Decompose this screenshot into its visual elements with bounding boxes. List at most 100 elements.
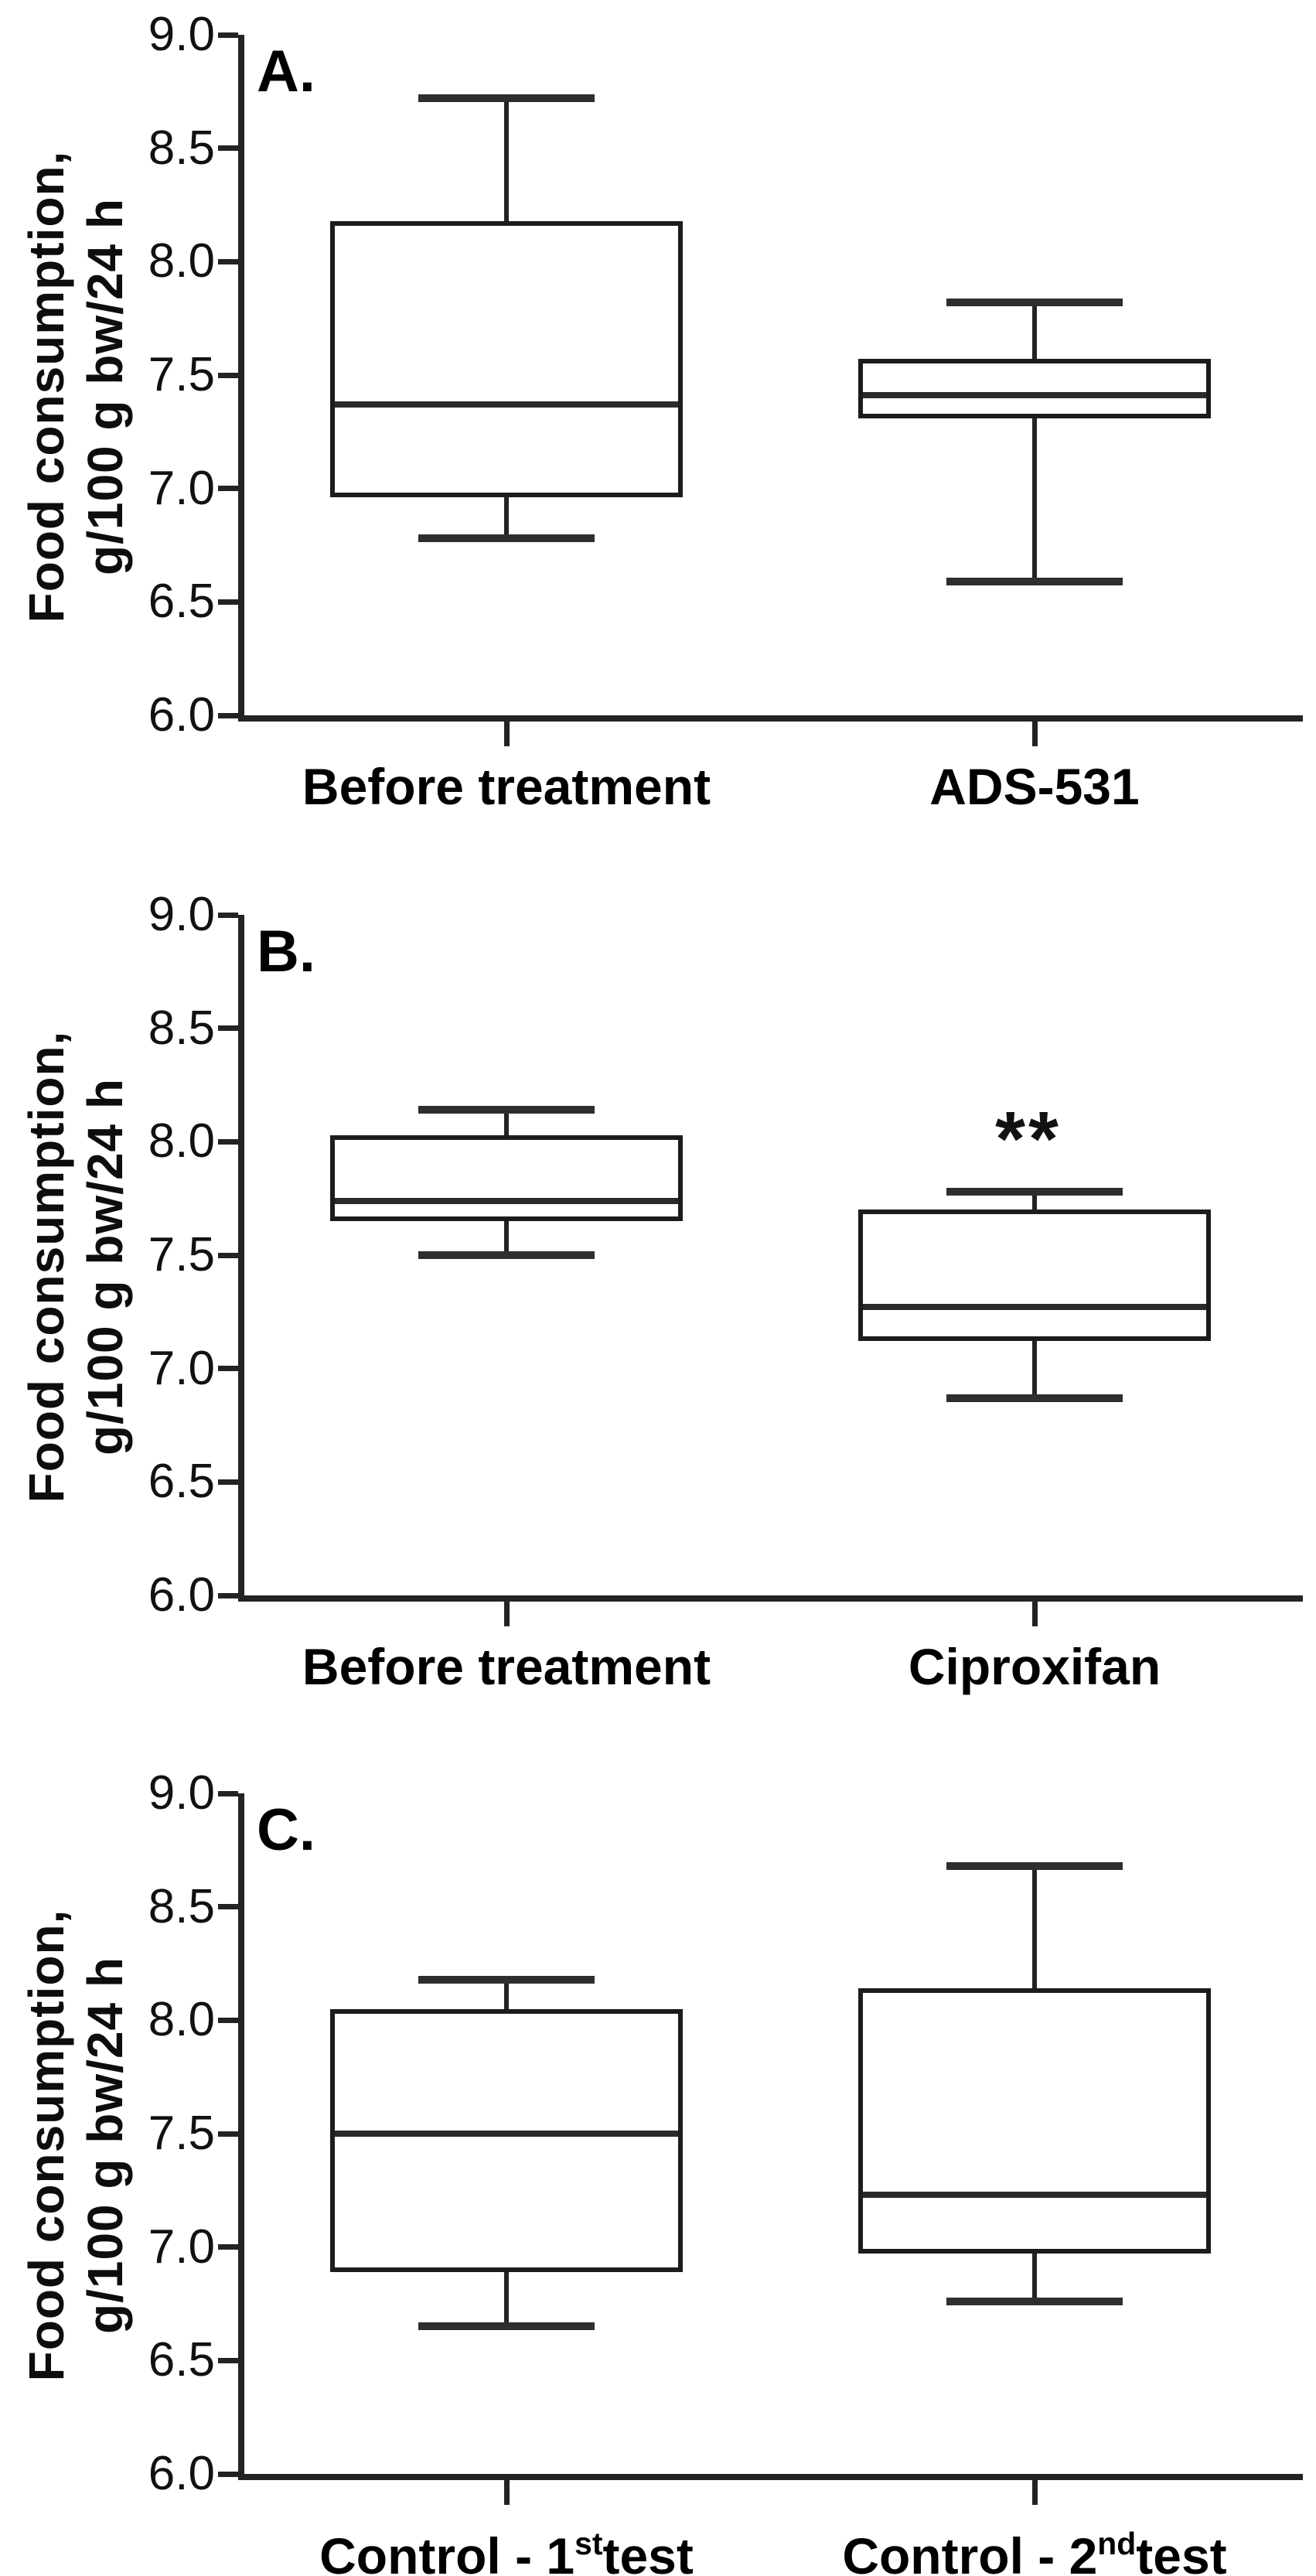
- y-tick-mark: [218, 372, 238, 378]
- upper-whisker-cap: [418, 1106, 595, 1114]
- y-tick-label: 7.0: [148, 2219, 215, 2274]
- median-line: [335, 2131, 678, 2137]
- median-line: [335, 1197, 678, 1204]
- upper-whisker-cap: [946, 299, 1123, 307]
- panel-a: Food consumption, g/100 g bw/24 h 9.0 8.5…: [0, 0, 1316, 858]
- y-tick-mark: [218, 2357, 238, 2363]
- upper-whisker-stem: [504, 1110, 509, 1135]
- box-iqr: [330, 2008, 683, 2272]
- y-tick-mark: [218, 1790, 238, 1796]
- median-line: [863, 392, 1206, 399]
- upper-whisker-stem: [1032, 302, 1037, 360]
- upper-whisker-stem: [1032, 1865, 1037, 1989]
- upper-whisker-stem: [1032, 1191, 1037, 1210]
- lower-whisker-cap: [946, 1394, 1123, 1402]
- y-tick-mark: [218, 2471, 238, 2477]
- lower-whisker-stem: [1032, 1341, 1037, 1398]
- category-label: Before treatment: [302, 1638, 711, 1695]
- panel-label: A.: [257, 39, 315, 104]
- y-tick-mark: [218, 2017, 238, 2023]
- x-axis: [238, 2474, 1303, 2480]
- y-tick-label: 8.0: [148, 234, 215, 288]
- y-tick-label: 6.5: [148, 1455, 215, 1509]
- y-tick-mark: [218, 1479, 238, 1485]
- category-label: Before treatment: [302, 758, 711, 815]
- lower-whisker-cap: [418, 534, 595, 543]
- y-tick-label: 8.0: [148, 1993, 215, 2047]
- lower-whisker-stem: [504, 497, 509, 539]
- upper-whisker-stem: [504, 1979, 509, 2009]
- y-tick-label: 6.5: [148, 2333, 215, 2387]
- y-tick-label: 8.5: [148, 1001, 215, 1055]
- y-tick-label: 6.0: [148, 688, 215, 742]
- y-tick-mark: [218, 32, 238, 38]
- y-tick-label: 7.5: [148, 1228, 215, 1281]
- lower-whisker-cap: [418, 2322, 595, 2331]
- y-tick-mark: [218, 145, 238, 152]
- lower-whisker-stem: [1032, 418, 1037, 582]
- y-tick-label: 6.0: [148, 1568, 215, 1622]
- y-tick-mark: [218, 1138, 238, 1145]
- y-tick-label: 7.0: [148, 1341, 215, 1395]
- plot-area-b: 9.0 8.5 8.0 7.5 7.0 6.5 6.0 B. Before treatment C…: [0, 858, 1316, 1717]
- lower-whisker-stem: [504, 2271, 509, 2327]
- y-tick-label: 9.0: [148, 8, 215, 61]
- y-tick-mark: [218, 599, 238, 605]
- median-line: [863, 2192, 1206, 2199]
- panel-label: C.: [257, 1797, 315, 1863]
- y-tick-label: 6.5: [148, 575, 215, 629]
- x-tick-mark: [503, 2480, 510, 2505]
- lower-whisker-stem: [1032, 2254, 1037, 2302]
- y-tick-mark: [218, 912, 238, 918]
- upper-whisker-cap: [418, 94, 595, 103]
- y-tick-label: 7.0: [148, 461, 215, 515]
- y-tick-mark: [218, 1366, 238, 1372]
- y-tick-label: 6.0: [148, 2447, 215, 2500]
- lower-whisker-cap: [946, 2298, 1123, 2306]
- y-tick-label: 9.0: [148, 1766, 215, 1820]
- panel-b: Food consumption, g/100 g bw/24 h 9.0 8.5…: [0, 858, 1316, 1717]
- y-tick-label: 8.5: [148, 121, 215, 175]
- y-axis: [238, 915, 244, 1602]
- y-tick-mark: [218, 1904, 238, 1910]
- box-iqr: [858, 1210, 1211, 1342]
- box-iqr: [858, 1988, 1211, 2254]
- upper-whisker-stem: [504, 98, 509, 221]
- category-label: Control - 1sttest: [319, 2525, 694, 2576]
- upper-whisker-cap: [946, 1187, 1123, 1196]
- x-axis: [238, 715, 1303, 722]
- x-tick-mark: [503, 722, 510, 746]
- median-line: [335, 401, 678, 408]
- y-tick-mark: [218, 2131, 238, 2137]
- y-tick-label: 7.5: [148, 348, 215, 401]
- x-tick-mark: [1031, 1602, 1038, 1626]
- y-tick-label: 8.5: [148, 1879, 215, 1933]
- x-tick-mark: [503, 1602, 510, 1626]
- upper-whisker-cap: [946, 1861, 1123, 1870]
- lower-whisker-cap: [946, 577, 1123, 585]
- y-tick-mark: [218, 2244, 238, 2250]
- y-tick-label: 7.5: [148, 2107, 215, 2160]
- category-label: ADS-531: [929, 758, 1140, 815]
- y-tick-mark: [218, 712, 238, 718]
- box-iqr: [858, 359, 1211, 418]
- panel-label: B.: [257, 919, 315, 984]
- box-iqr: [330, 1134, 683, 1221]
- x-tick-mark: [1031, 722, 1038, 746]
- y-tick-label: 9.0: [148, 888, 215, 941]
- significance-stars: **: [995, 1095, 1062, 1182]
- lower-whisker-stem: [504, 1221, 509, 1255]
- category-label: Control - 2ndtest: [842, 2525, 1227, 2576]
- panel-c: Food consumption, g/100 g bw/24 h 9.0 8.5…: [0, 1717, 1316, 2576]
- y-axis: [238, 1793, 244, 2480]
- upper-whisker-cap: [418, 1975, 595, 1984]
- y-tick-label: 8.0: [148, 1114, 215, 1169]
- category-label: Ciproxifan: [908, 1638, 1161, 1695]
- plot-area-a: 9.0 8.5 8.0 7.5 7.0 6.5 6.0 A. Before treatment A…: [0, 0, 1316, 858]
- y-tick-mark: [218, 1592, 238, 1598]
- y-tick-mark: [218, 486, 238, 492]
- lower-whisker-cap: [418, 1251, 595, 1259]
- y-axis: [238, 35, 244, 722]
- plot-area-c: 9.0 8.5 8.0 7.5 7.0 6.5 6.0 C. Control - 1sttest…: [0, 1717, 1316, 2576]
